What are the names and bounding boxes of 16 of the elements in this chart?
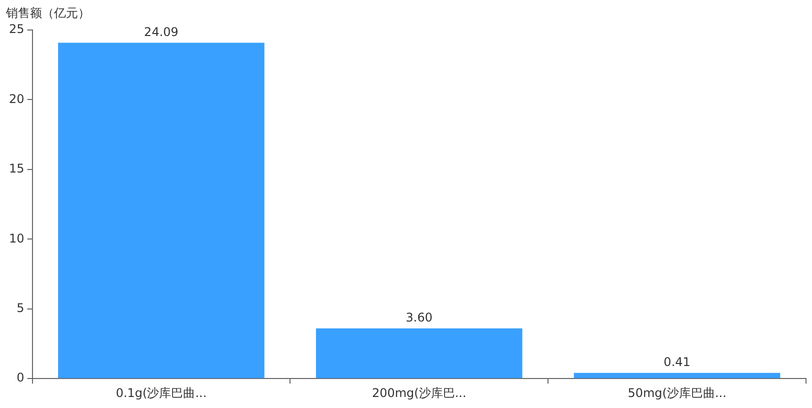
y-tick-label: 5 — [16, 301, 24, 316]
x-tick-label: 0.1g(沙库巴曲... — [116, 386, 207, 400]
bar — [316, 328, 522, 378]
data-label: 0.41 — [664, 355, 690, 370]
y-axis-title: 销售额（亿元） — [5, 6, 90, 20]
x-tick-label: 50mg(沙库巴曲... — [628, 386, 726, 400]
y-tick-label: 15 — [8, 162, 24, 176]
bar — [58, 42, 264, 378]
y-tick-label: 0 — [16, 370, 24, 385]
y-tick-label: 25 — [8, 22, 24, 36]
y-tick-label: 10 — [8, 231, 24, 246]
y-tick-label: 20 — [8, 92, 24, 106]
bar — [574, 372, 780, 378]
data-label: 24.09 — [144, 24, 178, 39]
x-tick-label: 200mg(沙库巴... — [372, 386, 466, 400]
data-label: 3.60 — [406, 310, 432, 325]
